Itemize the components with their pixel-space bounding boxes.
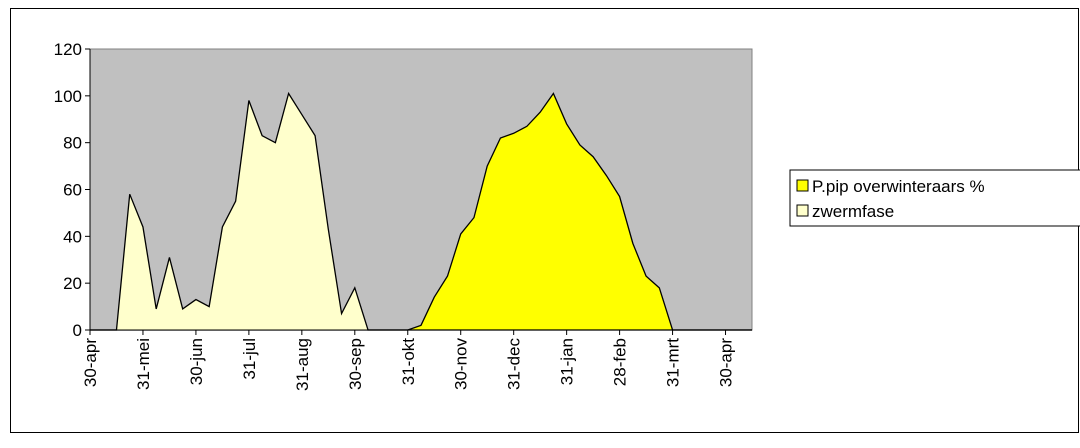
y-tick-label: 40 [63, 227, 82, 246]
legend-swatch [796, 179, 809, 192]
x-tick-label: 30-nov [452, 338, 471, 390]
x-tick-label: 31-okt [399, 338, 418, 386]
x-tick-label: 31-jul [240, 338, 259, 380]
area [90, 93, 752, 330]
y-tick-label: 120 [54, 40, 82, 59]
legend-swatch [796, 204, 809, 217]
y-tick-label: 20 [63, 274, 82, 293]
x-tick-label: 28-feb [611, 338, 630, 386]
x-tick-label: 30-apr [81, 338, 100, 387]
x-tick-label: 30-apr [717, 338, 736, 387]
x-tick-label: 31-jan [558, 338, 577, 385]
legend-label: P.pip overwinteraars % [812, 177, 985, 196]
y-tick-label: 0 [73, 321, 82, 340]
y-tick-label: 80 [63, 134, 82, 153]
x-tick-label: 31-dec [505, 338, 524, 390]
x-tick-label: 30-jun [187, 338, 206, 385]
x-tick-label: 31-aug [293, 338, 312, 391]
legend [789, 169, 1080, 227]
legend-label: zwermfase [812, 202, 894, 221]
y-tick-label: 100 [54, 87, 82, 106]
y-tick-label: 60 [63, 181, 82, 200]
x-tick-label: 30-sep [346, 338, 365, 390]
x-tick-label: 31-mrt [664, 338, 683, 387]
area [90, 93, 752, 330]
x-tick-label: 31-mei [134, 338, 153, 390]
